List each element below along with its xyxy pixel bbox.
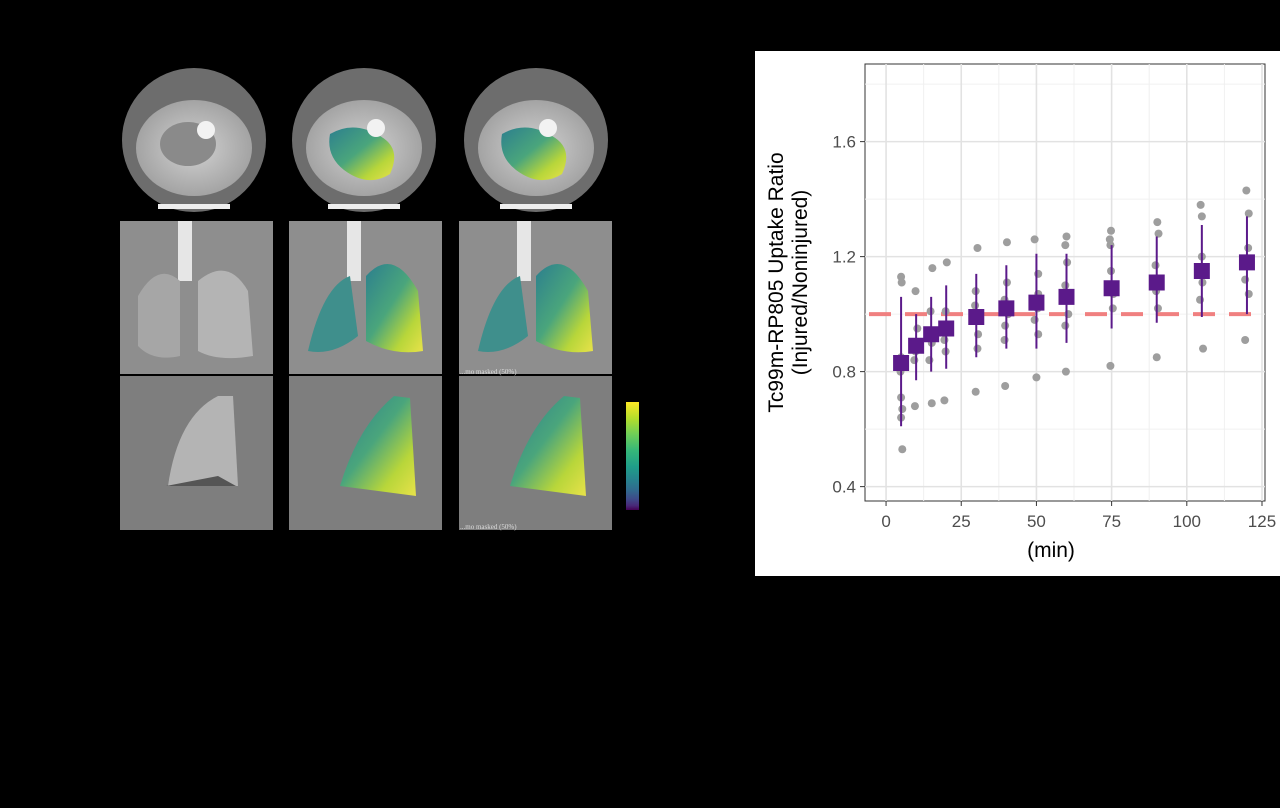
individual-point: [942, 258, 951, 267]
individual-point: [1153, 218, 1162, 227]
mean-marker: [1193, 263, 1210, 279]
mean-marker: [1103, 280, 1120, 297]
ct-panels: [120, 68, 612, 530]
axes: 0 25 50 75 100 125 0.4 0.8 1.2 1.6: [832, 133, 1276, 531]
x-tick-label: 100: [1173, 512, 1201, 531]
individual-point: [897, 272, 906, 281]
individual-point: [971, 301, 980, 310]
y-tick-label: 0.8: [832, 363, 856, 382]
mean-marker: [1058, 288, 1075, 305]
individual-point: [911, 287, 920, 296]
individual-point: [898, 405, 907, 413]
individual-point: [1244, 290, 1253, 298]
y-axis-label: Tc99m-RP805 Uptake Ratio: [765, 152, 788, 412]
individual-point: [1153, 304, 1162, 313]
x-tick-label: 50: [1027, 512, 1046, 531]
individual-point: [1244, 209, 1253, 218]
individual-point: [1107, 226, 1116, 235]
individual-point: [971, 387, 980, 396]
individual-point: [1108, 304, 1117, 313]
individual-point: [1152, 353, 1161, 362]
individual-point: [1062, 232, 1071, 241]
chart-svg: 0 25 50 75 100 125 0.4 0.8 1.2 1.6 Tc99m-RP805 Up…: [765, 63, 1276, 562]
coronal-row: [120, 221, 612, 374]
individual-point: [1000, 336, 1009, 344]
mean-points: [893, 216, 1255, 427]
individual-point: [1032, 373, 1041, 382]
individual-point: [897, 278, 906, 287]
sagittal-row: [120, 376, 612, 530]
individual-point: [1061, 241, 1070, 250]
individual-point: [1241, 275, 1250, 284]
mask-label-2: ...mo masked (50%): [460, 523, 517, 531]
individual-point: [940, 396, 949, 405]
individual-point: [1196, 295, 1205, 304]
individual-point: [1154, 229, 1163, 238]
x-axis-label: (min): [1027, 539, 1075, 562]
individual-point: [1151, 261, 1160, 270]
x-tick-label: 75: [1102, 512, 1121, 531]
individual-point: [973, 244, 982, 252]
individual-point: [1197, 212, 1206, 221]
individual-point: [1034, 269, 1043, 278]
axial-row: [122, 68, 608, 212]
individual-point: [927, 399, 936, 408]
y-tick-label: 1.2: [832, 248, 856, 267]
heatmap-colorbar: [626, 402, 639, 510]
individual-point: [1001, 382, 1010, 390]
mean-marker: [998, 300, 1015, 317]
individual-point: [1030, 235, 1039, 244]
individual-point: [910, 402, 919, 411]
uptake-chart: 0 25 50 75 100 125 0.4 0.8 1.2 1.6 Tc99m-RP805 Up…: [755, 51, 1280, 576]
mean-marker: [1148, 274, 1165, 291]
mean-marker: [893, 355, 910, 371]
y-axis-label-sub: (Injured/Noninjured): [789, 190, 812, 376]
mask-label-1: ...mo masked (50%): [460, 368, 517, 376]
y-tick-label: 1.6: [832, 133, 856, 152]
individual-point: [973, 344, 982, 353]
x-tick-label: 125: [1248, 512, 1276, 531]
individual-point: [1061, 321, 1070, 330]
individual-point: [913, 324, 922, 333]
mean-marker: [1238, 254, 1255, 271]
individual-point: [1001, 321, 1010, 330]
individual-point: [1106, 361, 1115, 370]
individual-point: [1034, 330, 1043, 339]
individual-point: [1244, 244, 1253, 252]
individual-point: [1105, 235, 1114, 244]
mean-marker: [1028, 294, 1045, 311]
individual-point: [1064, 310, 1073, 319]
individual-point: [1030, 315, 1039, 324]
x-tick-label: 25: [952, 512, 971, 531]
individual-point: [1199, 344, 1208, 353]
individual-point: [1002, 238, 1011, 247]
x-tick-label: 0: [881, 512, 890, 531]
mean-marker: [968, 309, 985, 325]
individual-point: [1196, 200, 1205, 209]
mean-marker: [938, 320, 955, 337]
ct-image-grid: [118, 66, 613, 532]
individual-point: [1061, 281, 1070, 290]
mean-marker: [908, 337, 925, 354]
individual-point: [1241, 336, 1250, 344]
individual-point: [898, 445, 907, 454]
mean-marker: [923, 326, 940, 343]
individual-point: [1242, 186, 1251, 195]
individual-point: [1061, 367, 1070, 376]
y-tick-label: 0.4: [832, 478, 856, 497]
individual-point: [928, 264, 937, 273]
